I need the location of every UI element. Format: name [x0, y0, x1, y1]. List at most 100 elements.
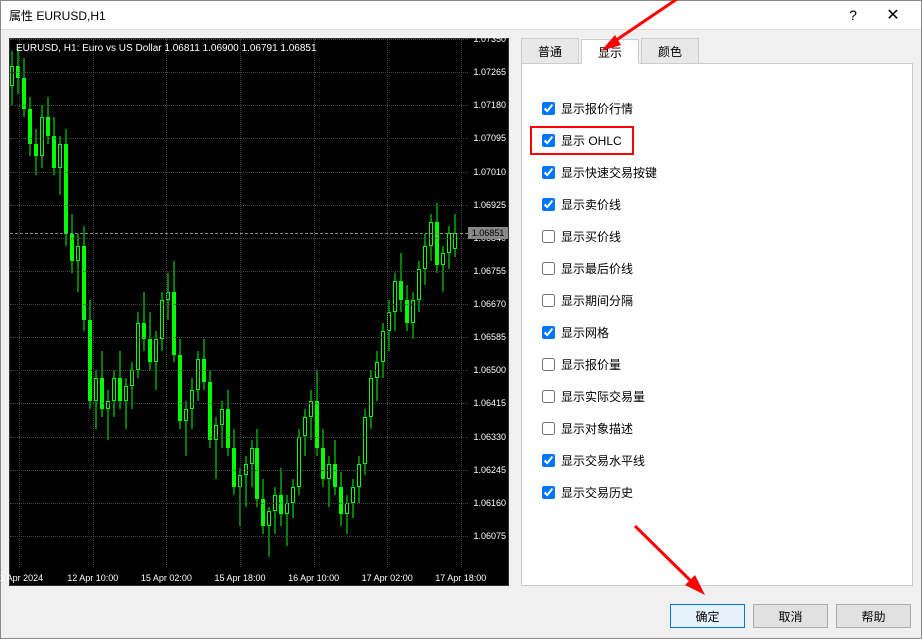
y-gridline	[10, 370, 468, 371]
checkbox-row-7: 显示网格	[542, 316, 902, 348]
checkbox-row-5: 显示最后价线	[542, 252, 902, 284]
checkbox-row-4: 显示买价线	[542, 220, 902, 252]
x-tick: 15 Apr 18:00	[214, 573, 265, 583]
chart-x-axis: 11 Apr 202412 Apr 10:0015 Apr 02:0015 Ap…	[10, 567, 468, 585]
checkbox-label-2: 显示快速交易按键	[561, 164, 657, 181]
y-gridline	[10, 205, 468, 206]
checkbox-0[interactable]	[542, 102, 555, 115]
y-tick: 1.06415	[473, 398, 506, 408]
checkbox-row-8: 显示报价量	[542, 348, 902, 380]
x-gridline	[93, 39, 94, 567]
checkbox-1[interactable]	[542, 134, 555, 147]
tab-2[interactable]: 颜色	[641, 38, 699, 63]
dialog-content: EURUSD, H1: Euro vs US Dollar 1.06811 1.…	[1, 30, 921, 594]
titlebar: 属性 EURUSD,H1 ? ✕	[1, 1, 921, 30]
checkbox-label-10: 显示对象描述	[561, 420, 633, 437]
checkbox-row-12: 显示交易历史	[542, 476, 902, 508]
checkbox-11[interactable]	[542, 454, 555, 467]
checkbox-label-1: 显示 OHLC	[561, 132, 622, 149]
chart-header: EURUSD, H1: Euro vs US Dollar 1.06811 1.…	[16, 43, 317, 54]
checkbox-3[interactable]	[542, 198, 555, 211]
tab-bar: 普通显示颜色	[521, 38, 913, 64]
checkbox-label-11: 显示交易水平线	[561, 452, 645, 469]
x-gridline	[461, 39, 462, 567]
y-gridline	[10, 238, 468, 239]
y-gridline	[10, 503, 468, 504]
y-gridline	[10, 271, 468, 272]
y-tick: 1.06670	[473, 299, 506, 309]
y-tick: 1.06585	[473, 332, 506, 342]
window-title: 属性 EURUSD,H1	[9, 7, 833, 24]
checkbox-row-9: 显示实际交易量	[542, 380, 902, 412]
x-gridline	[314, 39, 315, 567]
checkbox-9[interactable]	[542, 390, 555, 403]
checkbox-row-0: 显示报价行情	[542, 92, 902, 124]
checkbox-10[interactable]	[542, 422, 555, 435]
y-tick: 1.06075	[473, 531, 506, 541]
y-gridline	[10, 172, 468, 173]
y-gridline	[10, 39, 468, 40]
y-gridline	[10, 304, 468, 305]
checkbox-row-2: 显示快速交易按键	[542, 156, 902, 188]
y-gridline	[10, 536, 468, 537]
y-tick: 1.06755	[473, 266, 506, 276]
checkbox-label-4: 显示买价线	[561, 228, 621, 245]
close-button[interactable]: ✕	[873, 1, 913, 29]
current-price-line	[10, 233, 468, 234]
x-gridline	[387, 39, 388, 567]
checkbox-label-0: 显示报价行情	[561, 100, 633, 117]
ok-button[interactable]: 确定	[670, 604, 745, 628]
y-tick: 1.07180	[473, 100, 506, 110]
cancel-button[interactable]: 取消	[753, 604, 828, 628]
y-tick: 1.07265	[473, 67, 506, 77]
x-tick: 15 Apr 02:00	[141, 573, 192, 583]
checkbox-label-5: 显示最后价线	[561, 260, 633, 277]
checkbox-row-1: 显示 OHLC	[542, 124, 902, 156]
y-tick: 1.07095	[473, 133, 506, 143]
help-button-bottom[interactable]: 帮助	[836, 604, 911, 628]
current-price-label: 1.06851	[468, 227, 508, 239]
checkbox-7[interactable]	[542, 326, 555, 339]
y-tick: 1.06925	[473, 200, 506, 210]
chart-preview: EURUSD, H1: Euro vs US Dollar 1.06811 1.…	[9, 38, 509, 586]
checkbox-label-6: 显示期间分隔	[561, 292, 633, 309]
y-tick: 1.06500	[473, 365, 506, 375]
tab-0[interactable]: 普通	[521, 38, 579, 63]
x-tick: 16 Apr 10:00	[288, 573, 339, 583]
checkbox-2[interactable]	[542, 166, 555, 179]
help-button[interactable]: ?	[833, 1, 873, 29]
checkbox-8[interactable]	[542, 358, 555, 371]
checkbox-label-12: 显示交易历史	[561, 484, 633, 501]
tab-1[interactable]: 显示	[581, 39, 639, 64]
y-gridline	[10, 138, 468, 139]
button-bar: 确定 取消 帮助	[1, 594, 921, 638]
x-tick: 17 Apr 02:00	[362, 573, 413, 583]
checkbox-label-3: 显示卖价线	[561, 196, 621, 213]
tab-body-display: 显示报价行情显示 OHLC 显示快速交易按键显示卖价线显示买价线显示最后价线显示期…	[521, 64, 913, 586]
checkbox-label-9: 显示实际交易量	[561, 388, 645, 405]
y-tick: 1.07010	[473, 167, 506, 177]
x-tick: 17 Apr 18:00	[435, 573, 486, 583]
y-gridline	[10, 470, 468, 471]
x-tick: 11 Apr 2024	[0, 573, 43, 583]
properties-dialog: 属性 EURUSD,H1 ? ✕ EURUSD, H1: Euro vs US …	[0, 0, 922, 639]
checkbox-row-11: 显示交易水平线	[542, 444, 902, 476]
x-tick: 12 Apr 10:00	[67, 573, 118, 583]
checkbox-4[interactable]	[542, 230, 555, 243]
checkbox-row-10: 显示对象描述	[542, 412, 902, 444]
y-tick: 1.06245	[473, 465, 506, 475]
y-gridline	[10, 72, 468, 73]
y-gridline	[10, 105, 468, 106]
x-gridline	[166, 39, 167, 567]
y-gridline	[10, 437, 468, 438]
x-gridline	[19, 39, 20, 567]
checkbox-12[interactable]	[542, 486, 555, 499]
y-tick: 1.06160	[473, 498, 506, 508]
checkbox-5[interactable]	[542, 262, 555, 275]
y-gridline	[10, 403, 468, 404]
y-gridline	[10, 337, 468, 338]
settings-panel: 普通显示颜色 显示报价行情显示 OHLC显示快速交易按键显示卖价线显示买价线显示…	[509, 38, 913, 586]
checkbox-6[interactable]	[542, 294, 555, 307]
y-tick: 1.06330	[473, 432, 506, 442]
checkbox-label-8: 显示报价量	[561, 356, 621, 373]
